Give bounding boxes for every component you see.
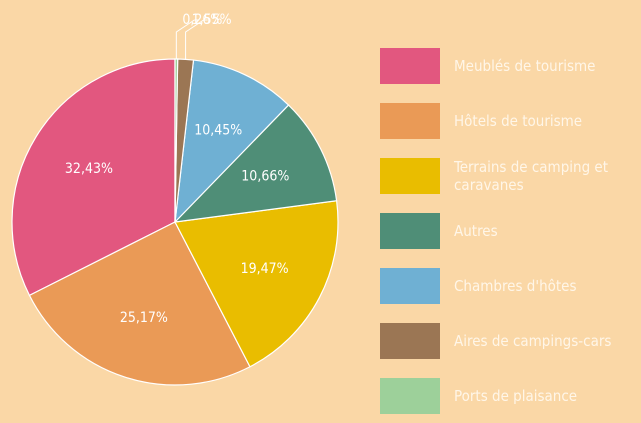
legend-swatch (380, 157, 440, 194)
legend-item: Terrains de camping et caravanes (380, 148, 641, 203)
pie-slice (174, 200, 339, 368)
legend-swatch (380, 102, 440, 139)
leader-line (175, 19, 195, 60)
legend-item: Autres (380, 203, 641, 258)
legend-item: Chambres d'hôtes (380, 258, 641, 313)
legend-item: Hôtels de tourisme (380, 93, 641, 148)
pie-chart: 32,43% 25,17% 19,47% 10,66% 10,45% 1,55%0,26% (11, 12, 339, 386)
legend: Meublés de tourisme Hôtels de tourisme Ter… (380, 38, 641, 423)
slice-label: 10,66% (241, 169, 289, 185)
page: 32,43% 25,17% 19,47% 10,66% 10,45% 1,55% 0,26%… (11, 12, 612, 414)
legend-label: Meublés de tourisme (454, 56, 596, 75)
legend-swatch (380, 212, 440, 249)
leader-line (185, 19, 204, 60)
legend-label: Hôtels de tourisme (454, 111, 583, 130)
slice-label: 1,55% (192, 12, 232, 28)
pie-slice (174, 59, 290, 224)
legend-label: Aires de campings-cars (454, 331, 612, 350)
pie-slice (174, 58, 179, 223)
legend-item: Aires de campings-cars (380, 313, 641, 368)
legend-swatch (380, 47, 440, 84)
legend-swatch (380, 377, 440, 414)
pie-slice (11, 58, 176, 297)
slice-label: 19,47% (241, 261, 289, 277)
legend-swatch (380, 322, 440, 359)
legend-item: Meublés de tourisme (380, 38, 641, 93)
slice-label: 32,43% (65, 161, 113, 177)
legend-item: Ports de plaisance (380, 368, 641, 423)
legend-label: Autres (454, 221, 498, 240)
legend-label: Terrains de camping et caravanes (454, 157, 609, 194)
slice-label: 25,17% (120, 310, 168, 326)
pie-slice (28, 221, 251, 386)
legend-label: Ports de plaisance (454, 386, 578, 405)
slice-label: 0,26% (182, 12, 222, 28)
legend-label: Chambres d'hôtes (454, 276, 577, 295)
pie-slice (173, 104, 338, 223)
legend-swatch (380, 267, 440, 304)
slice-label: 10,45% (194, 123, 242, 139)
